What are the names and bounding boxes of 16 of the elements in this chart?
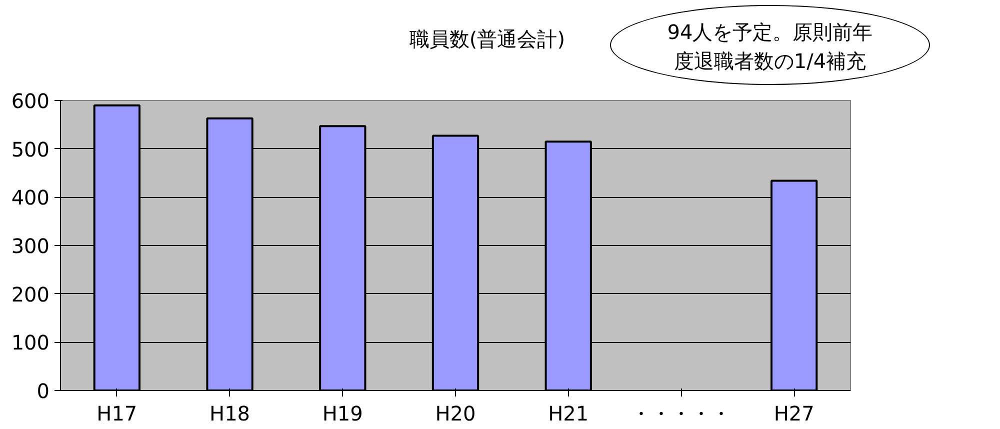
text: 94人を予定。原則前年度退職者数の1/4補充 <box>666 19 874 75</box>
y-tick-label: 300 <box>11 234 50 258</box>
x-tick-label: H18 <box>210 402 250 426</box>
x-tick-label: H21 <box>548 402 589 426</box>
y-tick-label: 500 <box>11 137 50 162</box>
x-tick-label: H17 <box>96 402 138 426</box>
y-tick-label: 600 <box>11 89 50 113</box>
x-tick-label: H19 <box>322 402 363 426</box>
y-tick-label: 0 <box>36 379 50 403</box>
y-tick-label: 100 <box>11 330 50 355</box>
chart-title: 職員数(普通会計) <box>409 26 565 53</box>
x-tick-label: H20 <box>435 402 476 426</box>
y-tick-label: 200 <box>11 282 50 306</box>
x-tick-label: H27 <box>774 402 814 426</box>
x-tick-label: ・・・・・ <box>631 402 732 426</box>
y-tick-label: 400 <box>11 186 50 210</box>
